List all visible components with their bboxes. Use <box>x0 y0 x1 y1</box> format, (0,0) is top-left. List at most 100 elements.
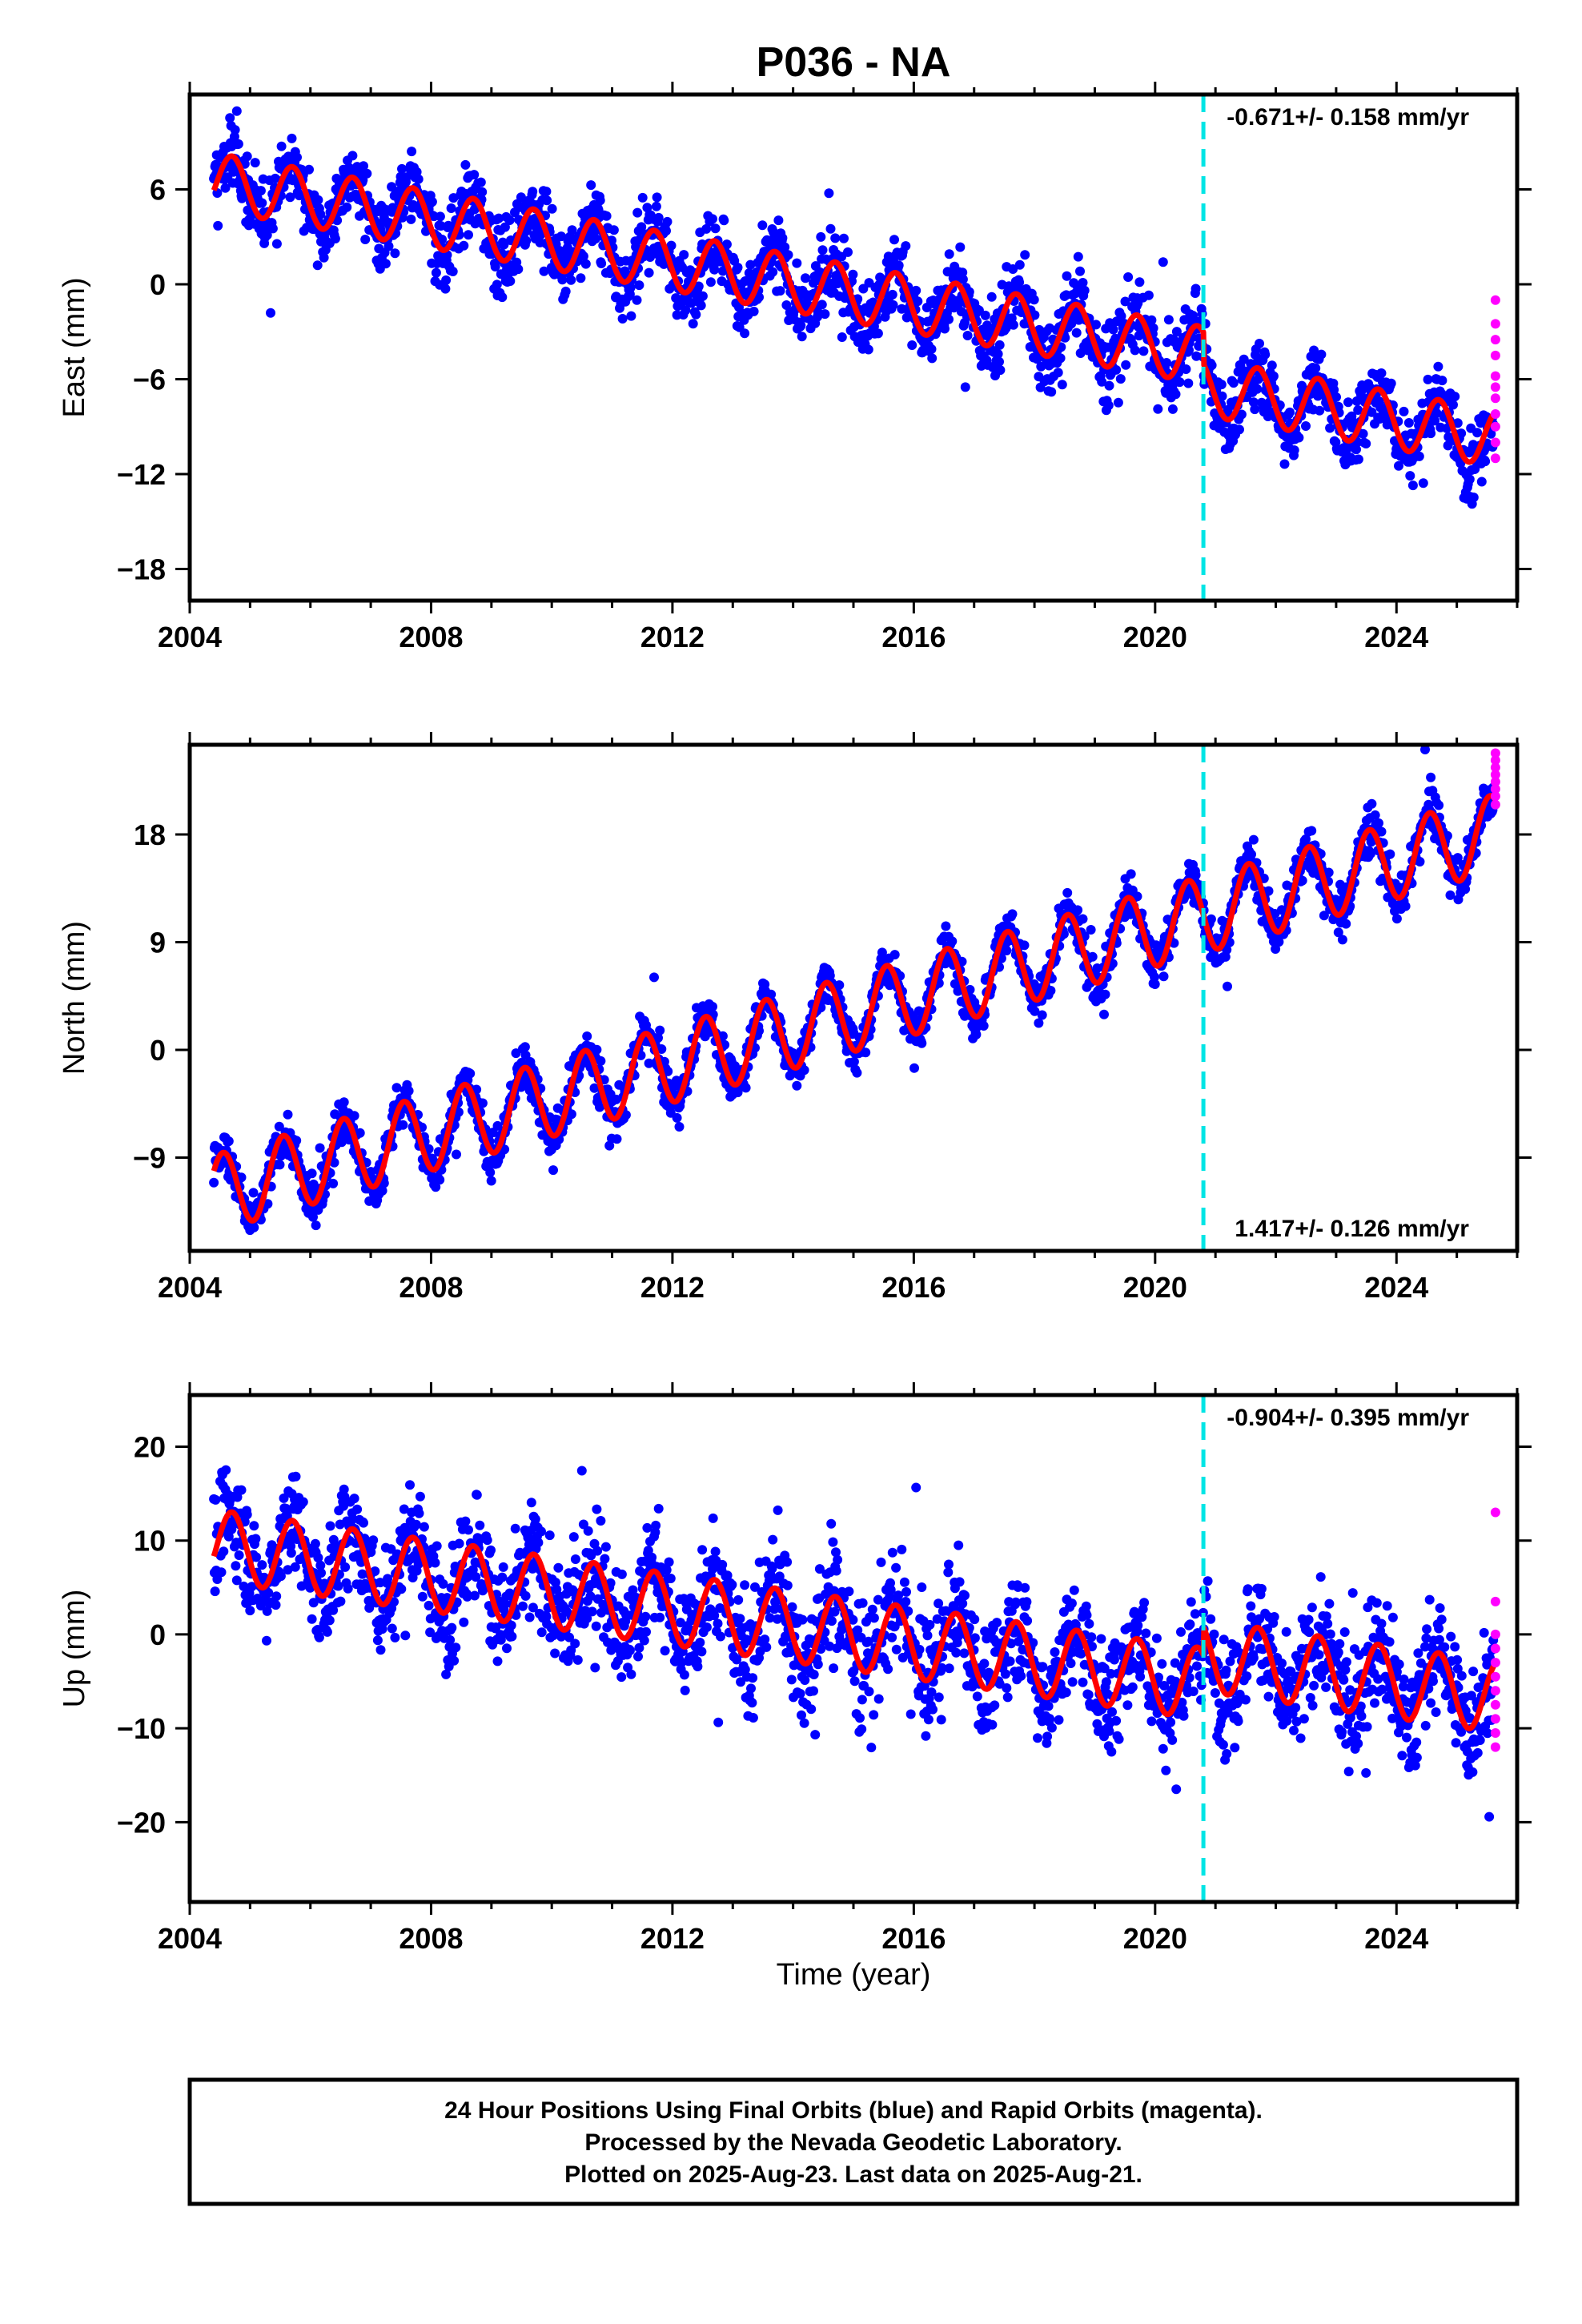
x-tick-label: 2008 <box>399 621 463 653</box>
final-orbit-point <box>889 950 900 960</box>
y-tick-label: −9 <box>133 1141 166 1174</box>
final-orbit-point <box>415 1491 425 1502</box>
final-orbit-point <box>612 1134 622 1144</box>
rapid-orbit-point <box>1490 295 1500 305</box>
final-orbit-point <box>231 106 242 116</box>
final-orbit-point <box>430 1558 440 1568</box>
final-orbit-point <box>567 225 577 235</box>
final-orbit-point <box>446 203 456 213</box>
final-orbit-point <box>1235 424 1244 435</box>
final-orbit-point <box>387 1623 397 1634</box>
final-orbit-point <box>454 1538 464 1549</box>
final-orbit-point <box>1353 454 1363 464</box>
final-orbit-point <box>520 1590 531 1601</box>
final-orbit-point <box>1150 979 1160 989</box>
final-orbit-point <box>757 220 768 231</box>
final-orbit-point <box>1426 428 1436 439</box>
final-orbit-point <box>801 273 810 283</box>
final-orbit-point <box>1267 360 1277 371</box>
final-orbit-point <box>286 1548 296 1558</box>
final-orbit-point <box>1121 360 1131 370</box>
final-orbit-point <box>1239 354 1249 364</box>
final-orbit-point <box>1452 418 1463 428</box>
final-orbit-point <box>245 1606 255 1616</box>
y-tick-label: −6 <box>133 364 166 396</box>
final-orbit-point <box>944 249 954 259</box>
y-tick-label: 0 <box>150 268 166 301</box>
final-orbit-point <box>359 161 368 171</box>
final-orbit-point <box>839 233 849 243</box>
final-orbit-point <box>315 1143 325 1153</box>
final-orbit-point <box>1407 480 1418 491</box>
plot-area <box>209 1395 1500 1902</box>
final-orbit-point <box>927 353 938 364</box>
final-orbit-point <box>267 223 278 234</box>
final-orbit-point <box>1343 397 1353 408</box>
final-orbit-point <box>304 164 314 175</box>
final-orbit-point <box>362 168 372 179</box>
final-orbit-point <box>632 295 642 305</box>
final-orbit-point <box>330 234 340 243</box>
final-orbit-point <box>310 1538 320 1549</box>
final-orbit-point <box>1071 328 1082 338</box>
final-orbit-point <box>477 187 488 197</box>
final-orbit-point <box>1091 320 1101 330</box>
final-orbit-point <box>432 1541 442 1551</box>
final-orbit-point <box>357 1569 367 1579</box>
rapid-orbit-point <box>1490 319 1500 329</box>
final-orbit-point <box>521 235 532 246</box>
final-orbit-point <box>777 233 788 243</box>
final-orbit-point <box>824 188 834 199</box>
final-orbit-point <box>652 192 662 203</box>
final-orbit-point <box>1148 323 1158 333</box>
final-orbit-point <box>1434 800 1444 810</box>
x-tick-label: 2016 <box>881 1271 946 1304</box>
final-orbit-point <box>1174 377 1185 388</box>
final-orbit-point <box>375 1645 386 1655</box>
y-tick-label: 0 <box>150 1034 166 1067</box>
rapid-orbit-point <box>1490 437 1500 448</box>
final-orbit-point <box>586 180 596 191</box>
final-orbit-point <box>1394 460 1403 471</box>
final-orbit-point <box>1331 392 1341 402</box>
final-orbit-point <box>257 198 267 208</box>
final-orbit-point <box>504 215 515 225</box>
final-orbit-point <box>528 187 538 197</box>
final-orbit-point <box>262 230 272 240</box>
final-orbit-point <box>858 283 869 294</box>
final-orbit-point <box>1079 285 1090 296</box>
final-orbit-point <box>427 197 437 207</box>
final-orbit-point <box>644 267 654 278</box>
final-orbit-point <box>1316 349 1327 360</box>
final-orbit-point <box>476 177 486 187</box>
final-orbit-point <box>1138 346 1149 356</box>
final-orbit-point <box>447 1622 457 1633</box>
final-orbit-point <box>1158 257 1168 267</box>
final-orbit-point <box>1385 849 1395 859</box>
final-orbit-point <box>1163 315 1174 325</box>
final-orbit-point <box>637 192 648 203</box>
final-orbit-point <box>502 1643 512 1654</box>
final-orbit-point <box>1036 361 1046 372</box>
final-orbit-point <box>1285 407 1295 417</box>
final-orbit-point <box>498 1562 508 1572</box>
final-orbit-point <box>830 233 841 243</box>
final-orbit-point <box>556 231 566 242</box>
y-tick-label: 6 <box>150 174 166 207</box>
final-orbit-point <box>1162 358 1172 368</box>
final-orbit-point <box>251 1534 261 1544</box>
final-orbit-point <box>708 214 717 224</box>
final-orbit-point <box>1423 374 1433 384</box>
final-orbit-point <box>404 1086 414 1096</box>
final-orbit-point <box>1183 378 1194 388</box>
final-orbit-point <box>1158 971 1169 982</box>
final-orbit-point <box>1315 405 1325 416</box>
final-orbit-point <box>542 195 552 206</box>
final-orbit-point <box>719 215 729 226</box>
final-orbit-point <box>492 1656 503 1667</box>
final-orbit-point <box>464 1525 473 1535</box>
final-orbit-point <box>1386 378 1396 388</box>
final-orbit-point <box>398 1120 408 1130</box>
final-orbit-point <box>262 1635 271 1646</box>
